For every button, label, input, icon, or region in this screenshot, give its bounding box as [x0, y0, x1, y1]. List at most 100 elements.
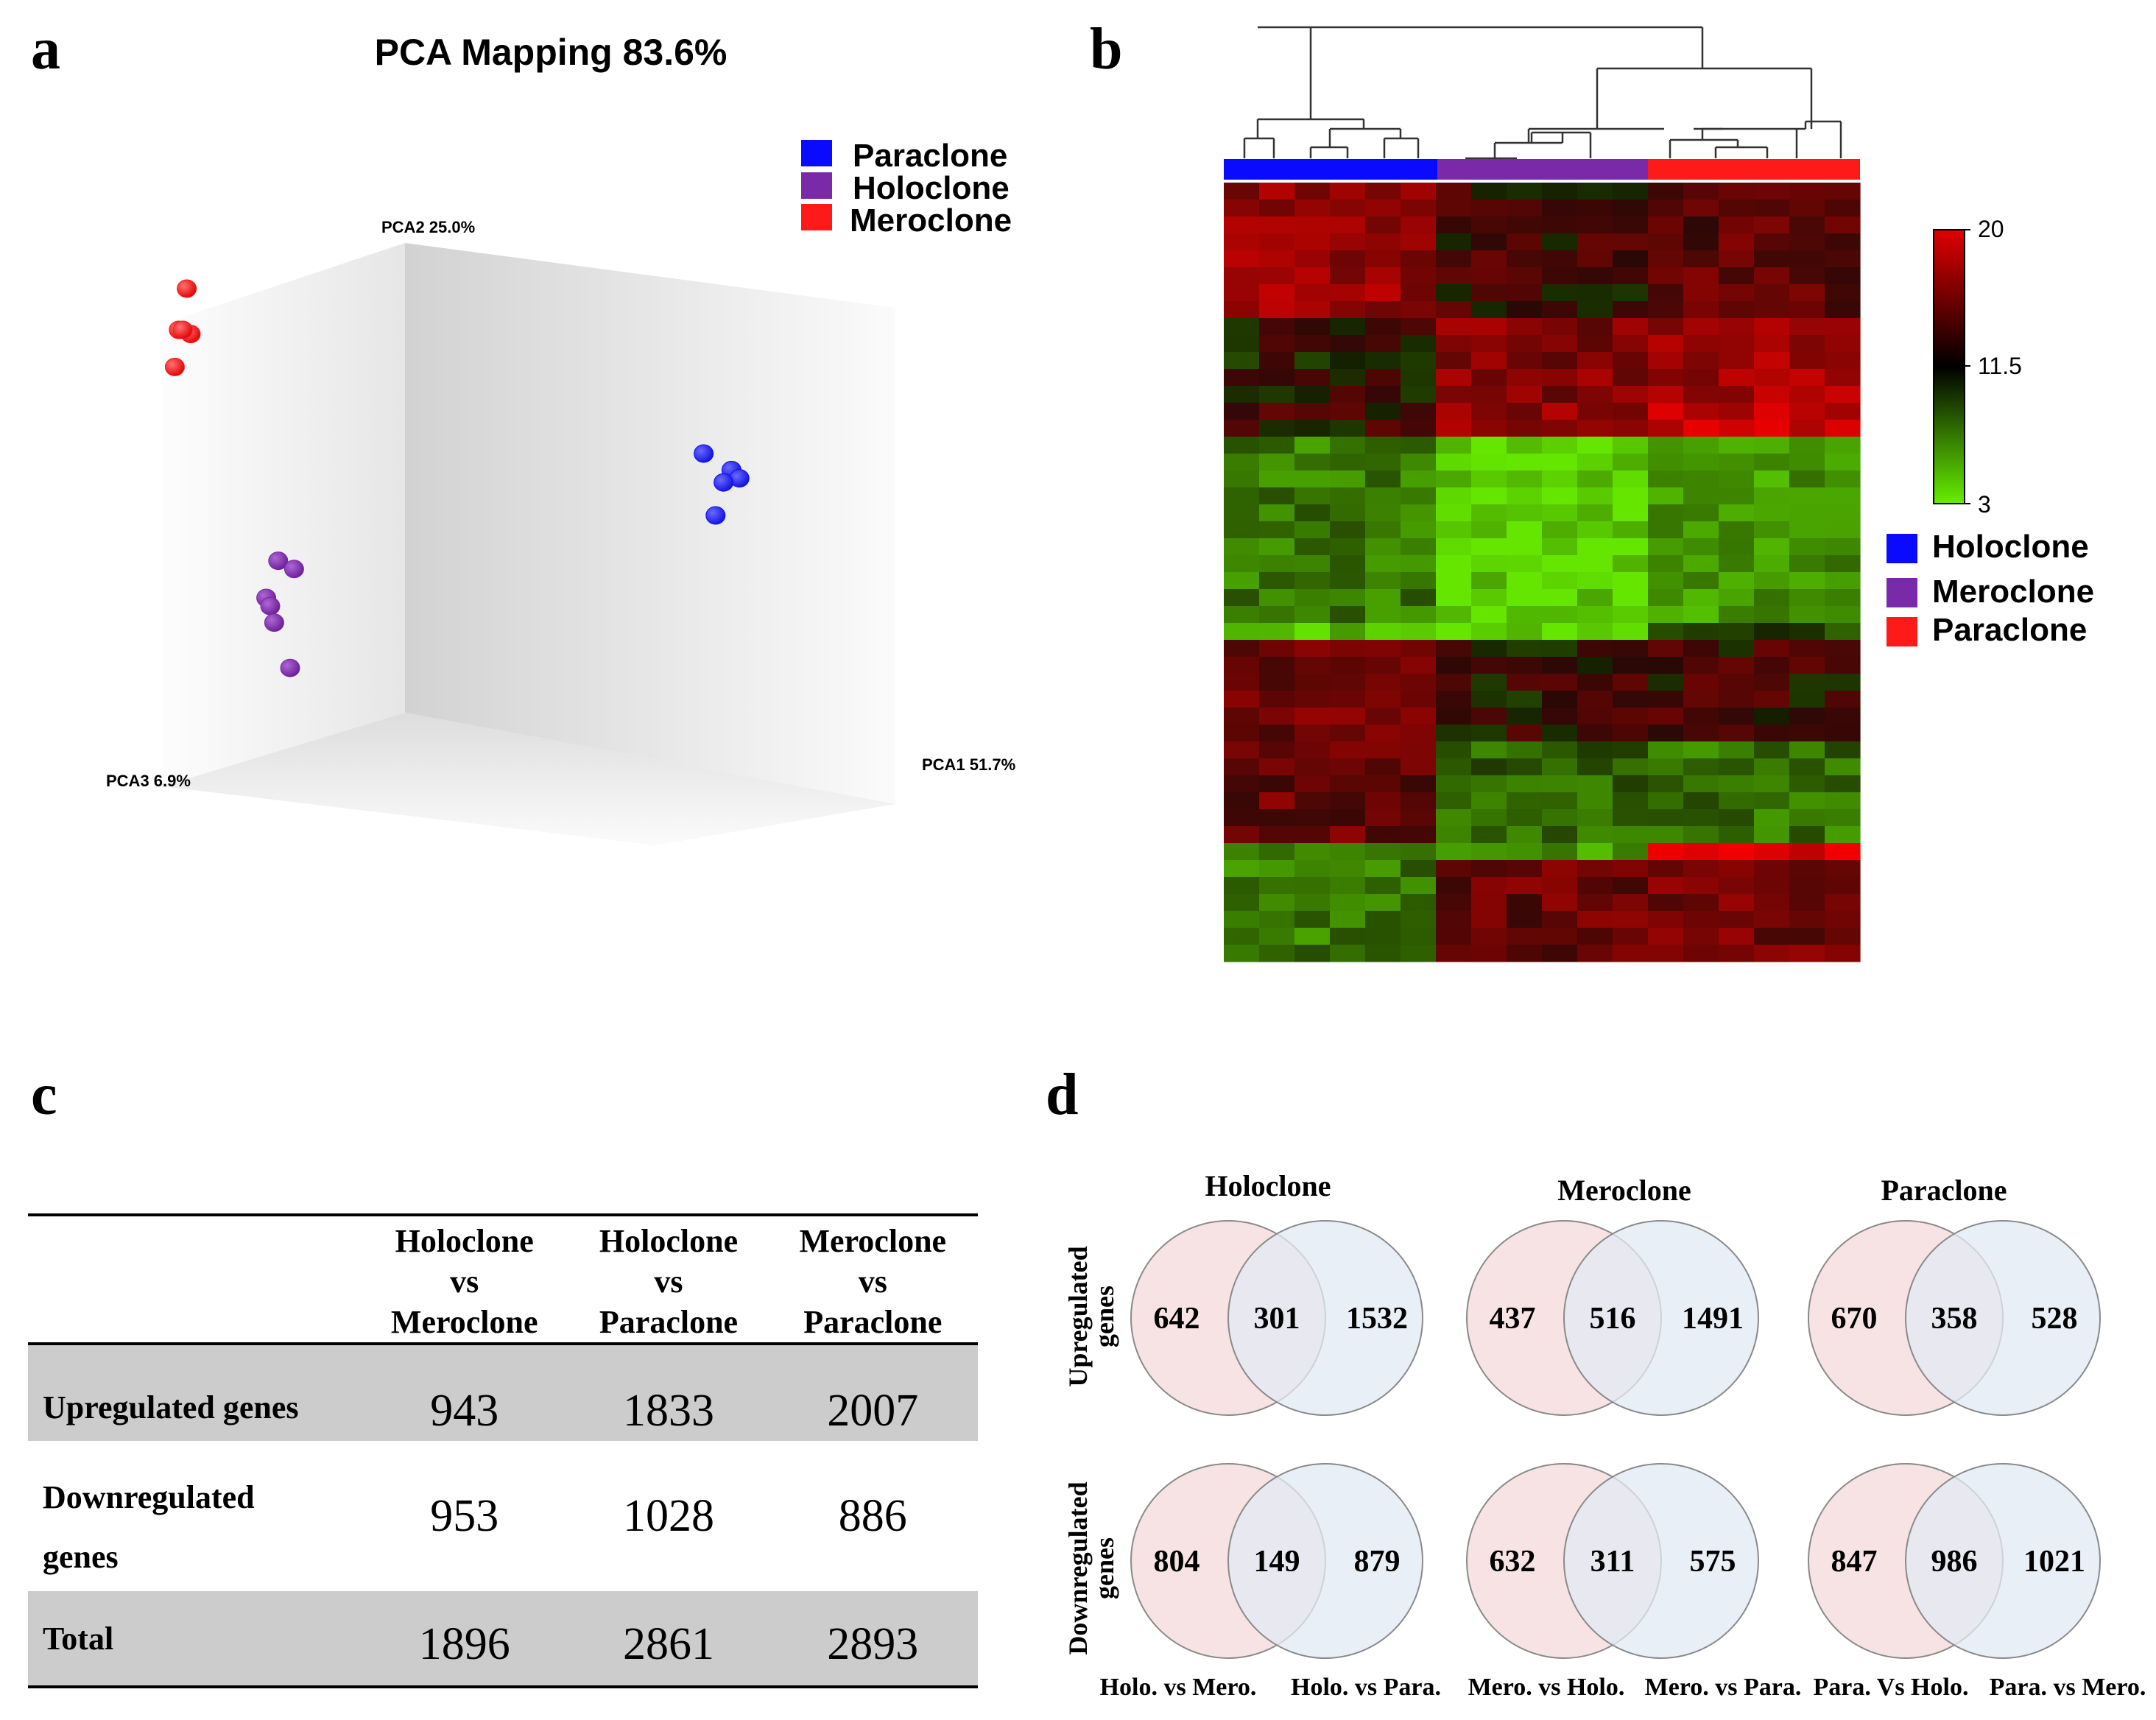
heatmap-cell [1365, 741, 1401, 759]
deg-header-0-line2: vs [450, 1263, 479, 1300]
heatmap-cell [1613, 623, 1649, 641]
heatmap-cell [1789, 420, 1825, 437]
heatmap-cell [1719, 470, 1755, 488]
heatmap-cell [1754, 572, 1790, 590]
heatmap-cell [1259, 369, 1295, 387]
heatmap-cell [1648, 216, 1684, 234]
heatmap-legend-label-1: Meroclone [1932, 574, 2094, 610]
heatmap-cell [1613, 775, 1649, 793]
venn-up-2-left-count: 670 [1831, 1302, 1878, 1336]
heatmap-cell [1542, 911, 1578, 928]
heatmap-cell [1825, 945, 1861, 962]
heatmap-cell [1471, 216, 1507, 234]
heatmap-cell [1754, 454, 1790, 471]
heatmap-cell [1259, 335, 1295, 353]
heatmap-cell [1507, 335, 1543, 353]
heatmap-cell [1436, 877, 1472, 895]
heatmap-cell [1471, 183, 1507, 200]
heatmap-cell [1224, 826, 1260, 844]
heatmap-cell [1613, 657, 1649, 674]
heatmap-cell [1825, 809, 1861, 827]
heatmap-cell [1471, 725, 1507, 742]
venn-down-2-right-circle [1905, 1463, 2101, 1659]
deg-header-2-line2: vs [858, 1263, 887, 1300]
heatmap-cell [1683, 725, 1719, 742]
venn-diagrams: 642 301 1532 437 516 1491 670 358 528 804 149 879 63… [1130, 1220, 2101, 1659]
heatmap-cell [1754, 674, 1790, 691]
pca-3d-plot: PCA Mapping 83.6% PCA2 25.0% PCA1 51.7% … [106, 32, 1015, 845]
heatmap-cell [1789, 877, 1825, 895]
heatmap-cell [1436, 657, 1472, 674]
heatmap-cell [1507, 200, 1543, 217]
heatmap-cell [1789, 945, 1825, 962]
heatmap-cell [1754, 741, 1790, 759]
heatmap-cell [1577, 487, 1613, 505]
heatmap-cell [1224, 216, 1260, 234]
heatmap-cell [1542, 250, 1578, 268]
heatmap-cell [1683, 775, 1719, 793]
heatmap-cell [1719, 792, 1755, 810]
heatmap-cell [1401, 233, 1437, 251]
heatmap-cell [1577, 623, 1613, 641]
heatmap-cell [1365, 504, 1401, 522]
heatmap-cell [1825, 691, 1861, 708]
heatmap-cell [1542, 792, 1578, 810]
heatmap-cell [1719, 860, 1755, 878]
heatmap-cell [1542, 843, 1578, 861]
heatmap-cell [1542, 589, 1578, 607]
heatmap-cell [1683, 284, 1719, 302]
heatmap-cell [1789, 843, 1825, 861]
heatmap-cell [1613, 420, 1649, 437]
heatmap-cell [1577, 267, 1613, 285]
deg-table: Holoclone vs Meroclone Holoclone vs Paraclon… [28, 1213, 978, 1688]
heatmap-cell [1507, 725, 1543, 742]
heatmap-cell [1648, 555, 1684, 573]
heatmap-cell [1401, 640, 1437, 658]
heatmap-cell [1224, 911, 1260, 928]
heatmap-cell [1577, 538, 1613, 556]
heatmap-cell [1436, 386, 1472, 403]
heatmap-cell [1330, 352, 1366, 370]
heatmap-cell [1577, 200, 1613, 217]
heatmap-cell [1825, 894, 1861, 912]
heatmap-cell [1789, 521, 1825, 539]
heatmap-cell [1719, 623, 1755, 641]
heatmap-cell [1613, 691, 1649, 708]
heatmap-cell [1436, 369, 1472, 387]
heatmap-cell [1754, 216, 1790, 234]
heatmap-cell [1259, 555, 1295, 573]
heatmap-cell [1294, 183, 1331, 200]
heatmap-cell [1577, 691, 1613, 708]
pca-title: PCA Mapping 83.6% [375, 32, 728, 73]
heatmap-cell [1471, 860, 1507, 878]
heatmap-cell [1365, 691, 1401, 708]
heatmap-cell [1401, 521, 1437, 539]
heatmap-cell [1683, 318, 1719, 336]
deg-cell: 1028 [622, 1490, 714, 1541]
heatmap-cell [1330, 183, 1366, 200]
deg-header-1-line1: Holoclone [599, 1223, 739, 1259]
heatmap-cell [1542, 369, 1578, 387]
heatmap-cell [1825, 877, 1861, 895]
pca-axis-pc3: PCA3 6.9% [106, 772, 191, 790]
heatmap-cell [1507, 301, 1543, 319]
heatmap-cell [1471, 826, 1507, 844]
heatmap-cell [1401, 200, 1437, 217]
heatmap-cell [1294, 454, 1331, 471]
heatmap-cell [1825, 826, 1861, 844]
heatmap-cell [1259, 284, 1295, 302]
heatmap-cell [1577, 860, 1613, 878]
heatmap-cell [1789, 301, 1825, 319]
heatmap-cell [1789, 708, 1825, 725]
heatmap-cell [1577, 233, 1613, 251]
heatmap-cell [1542, 301, 1578, 319]
heatmap-cell [1259, 691, 1295, 708]
deg-table-row-total: Total 1896 2861 2893 [28, 1591, 978, 1687]
heatmap-cell [1471, 335, 1507, 353]
heatmap-cell [1825, 843, 1861, 861]
deg-cell: 886 [838, 1490, 907, 1541]
heatmap-cell [1365, 843, 1401, 861]
heatmap-cell [1542, 504, 1578, 522]
heatmap-cell [1825, 555, 1861, 573]
heatmap-cell [1436, 758, 1472, 776]
